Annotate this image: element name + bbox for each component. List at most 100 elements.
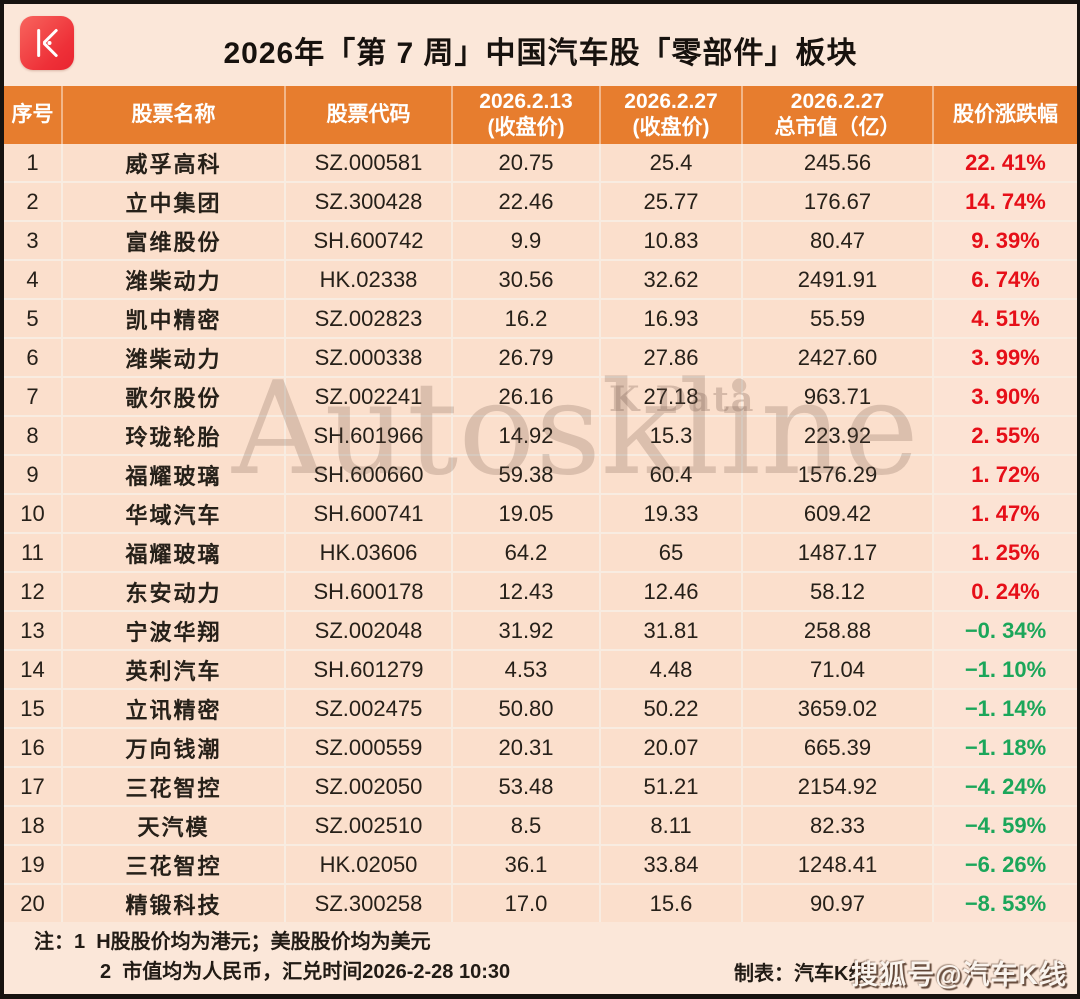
table-row: 5 凯中精密 SZ.002823 16.2 16.93 55.59 4. 51% (4, 298, 1077, 338)
table-row: 3 富维股份 SH.600742 9.9 10.83 80.47 9. 39% (4, 220, 1077, 260)
stock-code: SZ.000581 (285, 144, 453, 182)
close-price-0213: 4.53 (452, 649, 601, 689)
row-index: 2 (4, 181, 63, 221)
stock-code: SZ.002510 (285, 805, 453, 845)
stock-name: 立讯精密 (62, 688, 286, 728)
market-cap: 963.71 (742, 376, 934, 416)
stock-code: SZ.000338 (285, 337, 453, 377)
stock-name: 福耀玻璃 (62, 454, 286, 494)
close-price-0227: 60.4 (600, 454, 743, 494)
change-pct: −4. 59% (933, 805, 1077, 845)
close-price-0213: 9.9 (452, 220, 601, 260)
close-price-0227: 25.4 (600, 144, 743, 182)
col-index: 序号 (4, 86, 63, 144)
table-row: 20 精锻科技 SZ.300258 17.0 15.6 90.97 −8. 53% (4, 883, 1077, 922)
row-index: 17 (4, 766, 63, 806)
close-price-0213: 16.2 (452, 298, 601, 338)
row-index: 1 (4, 144, 63, 182)
row-index: 15 (4, 688, 63, 728)
market-cap: 223.92 (742, 415, 934, 455)
stock-name: 英利汽车 (62, 649, 286, 689)
close-price-0213: 20.31 (452, 727, 601, 767)
close-price-0227: 51.21 (600, 766, 743, 806)
table-body: 1 威孚高科 SZ.000581 20.75 25.4 245.56 22. 41% 2 立中集… (4, 144, 1077, 922)
change-pct: −4. 24% (933, 766, 1077, 806)
row-index: 5 (4, 298, 63, 338)
stock-code: SH.601279 (285, 649, 453, 689)
table-row: 9 福耀玻璃 SH.600660 59.38 60.4 1576.29 1. 72% (4, 454, 1077, 494)
table-row: 10 华域汽车 SH.600741 19.05 19.33 609.42 1. 47% (4, 493, 1077, 533)
stock-name: 三花智控 (62, 766, 286, 806)
market-cap: 71.04 (742, 649, 934, 689)
stock-name: 玲珑轮胎 (62, 415, 286, 455)
market-cap: 245.56 (742, 144, 934, 182)
market-cap: 1487.17 (742, 532, 934, 572)
table-row: 8 玲珑轮胎 SH.601966 14.92 15.3 223.92 2. 55% (4, 415, 1077, 455)
stock-name: 立中集团 (62, 181, 286, 221)
row-index: 3 (4, 220, 63, 260)
row-index: 13 (4, 610, 63, 650)
change-pct: 3. 90% (933, 376, 1077, 416)
row-index: 8 (4, 415, 63, 455)
stock-code: SH.600178 (285, 571, 453, 611)
stocks-table: 序号 股票名称 股票代码 2026.2.13 (收盘价) 2026.2.27 (收盘… (4, 86, 1077, 922)
change-pct: −0. 34% (933, 610, 1077, 650)
close-price-0213: 12.43 (452, 571, 601, 611)
table-row: 14 英利汽车 SH.601279 4.53 4.48 71.04 −1. 10% (4, 649, 1077, 689)
close-price-0227: 33.84 (600, 844, 743, 884)
market-cap: 55.59 (742, 298, 934, 338)
close-price-0227: 12.46 (600, 571, 743, 611)
col-stock-name: 股票名称 (62, 86, 286, 144)
stock-name: 福耀玻璃 (62, 532, 286, 572)
row-index: 18 (4, 805, 63, 845)
close-price-0213: 64.2 (452, 532, 601, 572)
close-price-0227: 25.77 (600, 181, 743, 221)
table-row: 13 宁波华翔 SZ.002048 31.92 31.81 258.88 −0. 34% (4, 610, 1077, 650)
infographic-frame: 2026年「第 7 周」中国汽车股「零部件」板块 序号 股票名称 股票代码 20… (4, 4, 1077, 994)
stock-code: SZ.300258 (285, 883, 453, 922)
brand-logo (20, 16, 74, 70)
change-pct: 9. 39% (933, 220, 1077, 260)
close-price-0227: 19.33 (600, 493, 743, 533)
stock-name: 东安动力 (62, 571, 286, 611)
table-row: 4 潍柴动力 HK.02338 30.56 32.62 2491.91 6. 74% (4, 259, 1077, 299)
table-row: 16 万向钱潮 SZ.000559 20.31 20.07 665.39 −1. 18% (4, 727, 1077, 767)
close-price-0227: 15.6 (600, 883, 743, 922)
row-index: 6 (4, 337, 63, 377)
col-close-0213: 2026.2.13 (收盘价) (452, 86, 601, 144)
close-price-0213: 31.92 (452, 610, 601, 650)
table-row: 7 歌尔股份 SZ.002241 26.16 27.18 963.71 3. 90% (4, 376, 1077, 416)
change-pct: 1. 47% (933, 493, 1077, 533)
close-price-0227: 10.83 (600, 220, 743, 260)
close-price-0227: 16.93 (600, 298, 743, 338)
change-pct: 4. 51% (933, 298, 1077, 338)
market-cap: 1248.41 (742, 844, 934, 884)
row-index: 4 (4, 259, 63, 299)
market-cap: 80.47 (742, 220, 934, 260)
stock-code: HK.02050 (285, 844, 453, 884)
close-price-0227: 4.48 (600, 649, 743, 689)
close-price-0213: 26.79 (452, 337, 601, 377)
col-stock-code: 股票代码 (285, 86, 453, 144)
stock-code: SZ.002823 (285, 298, 453, 338)
close-price-0213: 50.80 (452, 688, 601, 728)
row-index: 12 (4, 571, 63, 611)
table-row: 18 天汽模 SZ.002510 8.5 8.11 82.33 −4. 59% (4, 805, 1077, 845)
close-price-0213: 36.1 (452, 844, 601, 884)
table-header: 序号 股票名称 股票代码 2026.2.13 (收盘价) 2026.2.27 (收盘… (4, 86, 1077, 144)
change-pct: −1. 18% (933, 727, 1077, 767)
close-price-0227: 20.07 (600, 727, 743, 767)
stock-name: 歌尔股份 (62, 376, 286, 416)
change-pct: 2. 55% (933, 415, 1077, 455)
market-cap: 176.67 (742, 181, 934, 221)
change-pct: −8. 53% (933, 883, 1077, 922)
close-price-0213: 30.56 (452, 259, 601, 299)
table-row: 17 三花智控 SZ.002050 53.48 51.21 2154.92 −4. 24% (4, 766, 1077, 806)
change-pct: 22. 41% (933, 144, 1077, 182)
close-price-0213: 8.5 (452, 805, 601, 845)
market-cap: 2427.60 (742, 337, 934, 377)
close-price-0227: 50.22 (600, 688, 743, 728)
change-pct: 3. 99% (933, 337, 1077, 377)
title-bar: 2026年「第 7 周」中国汽车股「零部件」板块 (4, 4, 1077, 86)
row-index: 19 (4, 844, 63, 884)
